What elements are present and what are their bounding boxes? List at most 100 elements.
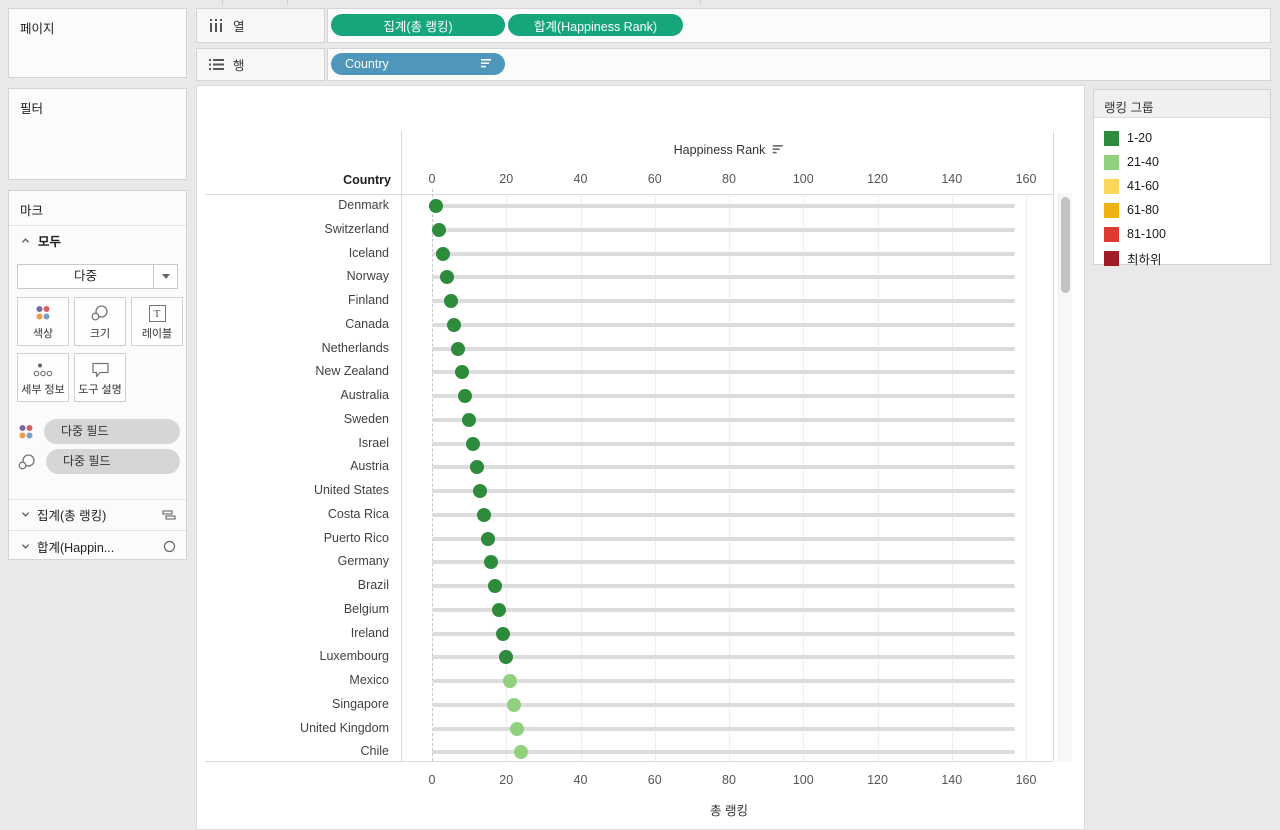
size-button[interactable]: 크기: [74, 297, 126, 346]
tooltip-button[interactable]: 도구 설명: [74, 353, 126, 402]
marks-section-total-rank[interactable]: 집계(총 랭킹): [9, 501, 186, 528]
happiness-rank-dot[interactable]: [514, 745, 529, 760]
total-rank-bar[interactable]: [432, 512, 1015, 517]
total-rank-bar[interactable]: [432, 726, 1015, 731]
country-label[interactable]: Germany: [337, 554, 389, 569]
total-rank-bar[interactable]: [432, 465, 1015, 470]
top-axis-title[interactable]: Happiness Rank: [674, 143, 785, 157]
happiness-rank-dot[interactable]: [488, 579, 503, 593]
country-label[interactable]: Norway: [346, 269, 389, 284]
total-rank-bar[interactable]: [432, 322, 1015, 327]
filters-shelf[interactable]: 필터: [8, 88, 187, 180]
country-label[interactable]: Puerto Rico: [323, 530, 389, 545]
country-label[interactable]: Switzerland: [324, 221, 389, 236]
country-label[interactable]: Iceland: [348, 245, 389, 260]
vertical-scrollbar[interactable]: [1058, 193, 1072, 761]
mark-type-dropdown[interactable]: 다중: [17, 264, 178, 289]
pill-total-rank[interactable]: 집계(총 랭킹): [331, 14, 505, 36]
country-label[interactable]: Luxembourg: [319, 649, 390, 664]
marks-all-section[interactable]: 모두: [9, 226, 186, 254]
total-rank-bar[interactable]: [432, 607, 1015, 612]
bottom-axis-title[interactable]: 총 랭킹: [710, 800, 748, 819]
happiness-rank-dot[interactable]: [484, 555, 499, 570]
total-rank-bar[interactable]: [432, 441, 1015, 446]
total-rank-bar[interactable]: [432, 204, 1015, 208]
total-rank-bar[interactable]: [432, 227, 1015, 232]
country-label[interactable]: Mexico: [349, 673, 389, 687]
happiness-rank-dot[interactable]: [473, 484, 488, 498]
country-label[interactable]: Brazil: [357, 578, 389, 592]
happiness-rank-dot[interactable]: [502, 674, 517, 688]
country-label[interactable]: Canada: [345, 316, 389, 331]
color-button[interactable]: 색상: [17, 297, 69, 346]
happiness-rank-dot[interactable]: [491, 602, 506, 617]
legend-item[interactable]: 1-20: [1094, 126, 1270, 150]
legend-item[interactable]: 81-100: [1094, 222, 1270, 246]
pages-shelf[interactable]: 페이지: [8, 8, 187, 78]
total-rank-bar[interactable]: [432, 346, 1015, 351]
total-rank-bar[interactable]: [432, 560, 1015, 565]
happiness-rank-dot[interactable]: [450, 341, 465, 356]
country-label[interactable]: Sweden: [343, 411, 389, 426]
happiness-rank-dot[interactable]: [443, 294, 458, 308]
multi-field-pill[interactable]: 다중 필드: [46, 449, 180, 474]
total-rank-bar[interactable]: [432, 702, 1015, 707]
happiness-rank-dot[interactable]: [432, 222, 447, 237]
total-rank-bar[interactable]: [432, 417, 1015, 422]
country-label[interactable]: Australia: [340, 388, 389, 402]
happiness-rank-dot[interactable]: [462, 412, 477, 427]
total-rank-bar[interactable]: [432, 370, 1015, 375]
country-label[interactable]: United Kingdom: [300, 720, 389, 735]
total-rank-bar[interactable]: [432, 394, 1015, 398]
ranking-group-legend[interactable]: 랭킹 그룹 1-20 21-40 41-60 61-80 81-100 최하위: [1093, 89, 1271, 267]
total-rank-bar[interactable]: [432, 584, 1015, 588]
happiness-rank-dot[interactable]: [447, 317, 462, 332]
label-button[interactable]: T 레이블: [131, 297, 183, 346]
country-label[interactable]: Finland: [348, 293, 389, 307]
happiness-rank-dot[interactable]: [499, 650, 514, 665]
happiness-rank-dot[interactable]: [465, 436, 480, 451]
marks-section-happiness[interactable]: 합계(Happin...: [9, 533, 186, 560]
country-label[interactable]: New Zealand: [315, 364, 389, 379]
total-rank-bar[interactable]: [432, 299, 1015, 303]
total-rank-bar[interactable]: [432, 536, 1015, 541]
pill-country[interactable]: Country: [331, 53, 505, 75]
country-label[interactable]: United States: [313, 483, 389, 497]
happiness-rank-dot[interactable]: [495, 626, 510, 641]
happiness-rank-dot[interactable]: [510, 721, 525, 736]
legend-item[interactable]: 61-80: [1094, 198, 1270, 222]
happiness-rank-dot[interactable]: [428, 199, 443, 213]
detail-button[interactable]: 세부 정보: [17, 353, 69, 402]
happiness-rank-dot[interactable]: [436, 246, 451, 261]
country-column-header[interactable]: Country: [343, 173, 391, 187]
country-label[interactable]: Singapore: [332, 696, 389, 711]
country-label[interactable]: Costa Rica: [327, 506, 389, 521]
happiness-rank-dot[interactable]: [506, 697, 521, 712]
total-rank-bar[interactable]: [432, 251, 1015, 256]
happiness-rank-dot[interactable]: [469, 460, 484, 475]
happiness-rank-dot[interactable]: [454, 365, 469, 380]
total-rank-bar[interactable]: [432, 275, 1015, 280]
happiness-rank-dot[interactable]: [439, 270, 454, 285]
legend-item[interactable]: 41-60: [1094, 174, 1270, 198]
country-label[interactable]: Israel: [358, 435, 389, 450]
mark-type-dropdown-arrow[interactable]: [153, 265, 177, 288]
multi-field-pill[interactable]: 다중 필드: [44, 419, 180, 444]
country-label[interactable]: Ireland: [350, 625, 389, 640]
country-label[interactable]: Austria: [350, 459, 389, 474]
total-rank-bar[interactable]: [432, 489, 1015, 493]
country-label[interactable]: Denmark: [338, 198, 389, 212]
country-label[interactable]: Netherlands: [321, 340, 389, 355]
legend-item[interactable]: 21-40: [1094, 150, 1270, 174]
pill-happiness-rank[interactable]: 합계(Happiness Rank): [508, 14, 683, 36]
legend-item[interactable]: 최하위: [1094, 246, 1270, 270]
total-rank-bar[interactable]: [432, 655, 1015, 660]
total-rank-bar[interactable]: [432, 631, 1015, 636]
happiness-rank-dot[interactable]: [458, 389, 473, 403]
country-label[interactable]: Belgium: [343, 601, 389, 616]
total-rank-bar[interactable]: [432, 750, 1015, 755]
happiness-rank-dot[interactable]: [476, 507, 491, 522]
happiness-rank-dot[interactable]: [480, 531, 495, 546]
total-rank-bar[interactable]: [432, 679, 1015, 683]
country-label[interactable]: Chile: [360, 744, 390, 759]
